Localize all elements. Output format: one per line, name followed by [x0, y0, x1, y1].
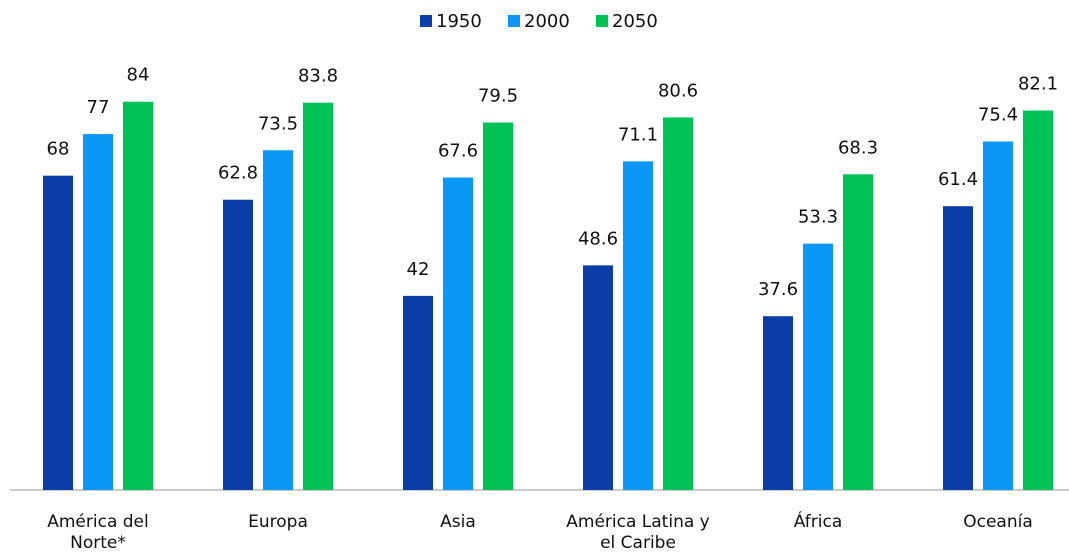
x-tick-label: Oceanía: [963, 512, 1033, 532]
legend-label: 2000: [524, 11, 570, 32]
bar: [983, 141, 1013, 491]
legend-label: 1950: [436, 11, 482, 32]
x-tick-label: Asia: [440, 512, 476, 532]
value-label: 80.6: [658, 80, 698, 101]
value-label: 79.5: [478, 86, 518, 107]
bar: [303, 102, 333, 490]
bar: [483, 122, 513, 491]
x-tick-label: América Latina y el Caribe: [566, 512, 710, 553]
bar: [83, 134, 113, 491]
bar: [443, 177, 473, 490]
value-label: 77: [87, 97, 110, 118]
x-tick-label: África: [793, 512, 843, 532]
bar: [663, 117, 693, 491]
legend-swatch: [596, 15, 608, 27]
value-label: 83.8: [298, 66, 338, 87]
bar: [583, 265, 613, 490]
bar: [1023, 110, 1053, 490]
value-label: 67.6: [438, 141, 478, 162]
legend-swatch: [420, 15, 432, 27]
bar: [623, 161, 653, 491]
bar: [123, 101, 153, 490]
bar: [763, 316, 793, 490]
legend-swatch: [508, 15, 520, 27]
value-label: 71.1: [618, 124, 658, 145]
x-tick-label: Europa: [248, 512, 308, 532]
bar: [403, 295, 433, 490]
x-tick-label: América del Norte*: [47, 512, 149, 553]
bar: [43, 175, 73, 490]
value-label: 62.8: [218, 163, 258, 184]
value-label: 73.5: [258, 113, 298, 134]
value-label: 48.6: [578, 228, 618, 249]
value-label: 42: [407, 259, 430, 280]
value-label: 82.1: [1018, 74, 1058, 95]
legend-label: 2050: [612, 11, 658, 32]
bar: [803, 243, 833, 490]
value-label: 84: [127, 65, 150, 86]
value-label: 61.4: [938, 169, 978, 190]
bar: [223, 199, 253, 491]
value-label: 75.4: [978, 104, 1018, 125]
value-label: 68: [47, 139, 70, 160]
value-label: 68.3: [838, 137, 878, 158]
value-label: 37.6: [758, 279, 798, 300]
bar: [263, 150, 293, 490]
bar: [943, 206, 973, 490]
bar: [843, 174, 873, 490]
value-label: 53.3: [798, 207, 838, 228]
